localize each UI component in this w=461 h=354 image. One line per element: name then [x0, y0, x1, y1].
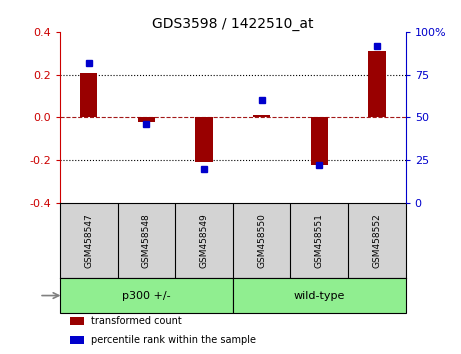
Text: GSM458551: GSM458551	[315, 213, 324, 268]
Bar	[138, 118, 155, 122]
Bar	[70, 336, 84, 344]
Bar	[253, 115, 270, 118]
Title: GDS3598 / 1422510_at: GDS3598 / 1422510_at	[152, 17, 313, 31]
Bar	[60, 279, 233, 313]
Bar	[311, 118, 328, 165]
Text: percentile rank within the sample: percentile rank within the sample	[91, 335, 256, 345]
Text: p300 +/-: p300 +/-	[122, 291, 171, 301]
Bar	[80, 73, 97, 118]
Text: GSM458552: GSM458552	[372, 213, 381, 268]
Text: GSM458550: GSM458550	[257, 213, 266, 268]
Bar	[195, 118, 213, 162]
Bar	[368, 51, 385, 118]
Text: GSM458548: GSM458548	[142, 213, 151, 268]
Bar	[233, 279, 406, 313]
Text: wild-type: wild-type	[294, 291, 345, 301]
Text: transformed count: transformed count	[91, 316, 182, 326]
Text: GSM458547: GSM458547	[84, 213, 93, 268]
Bar	[70, 317, 84, 325]
Text: GSM458549: GSM458549	[200, 213, 208, 268]
